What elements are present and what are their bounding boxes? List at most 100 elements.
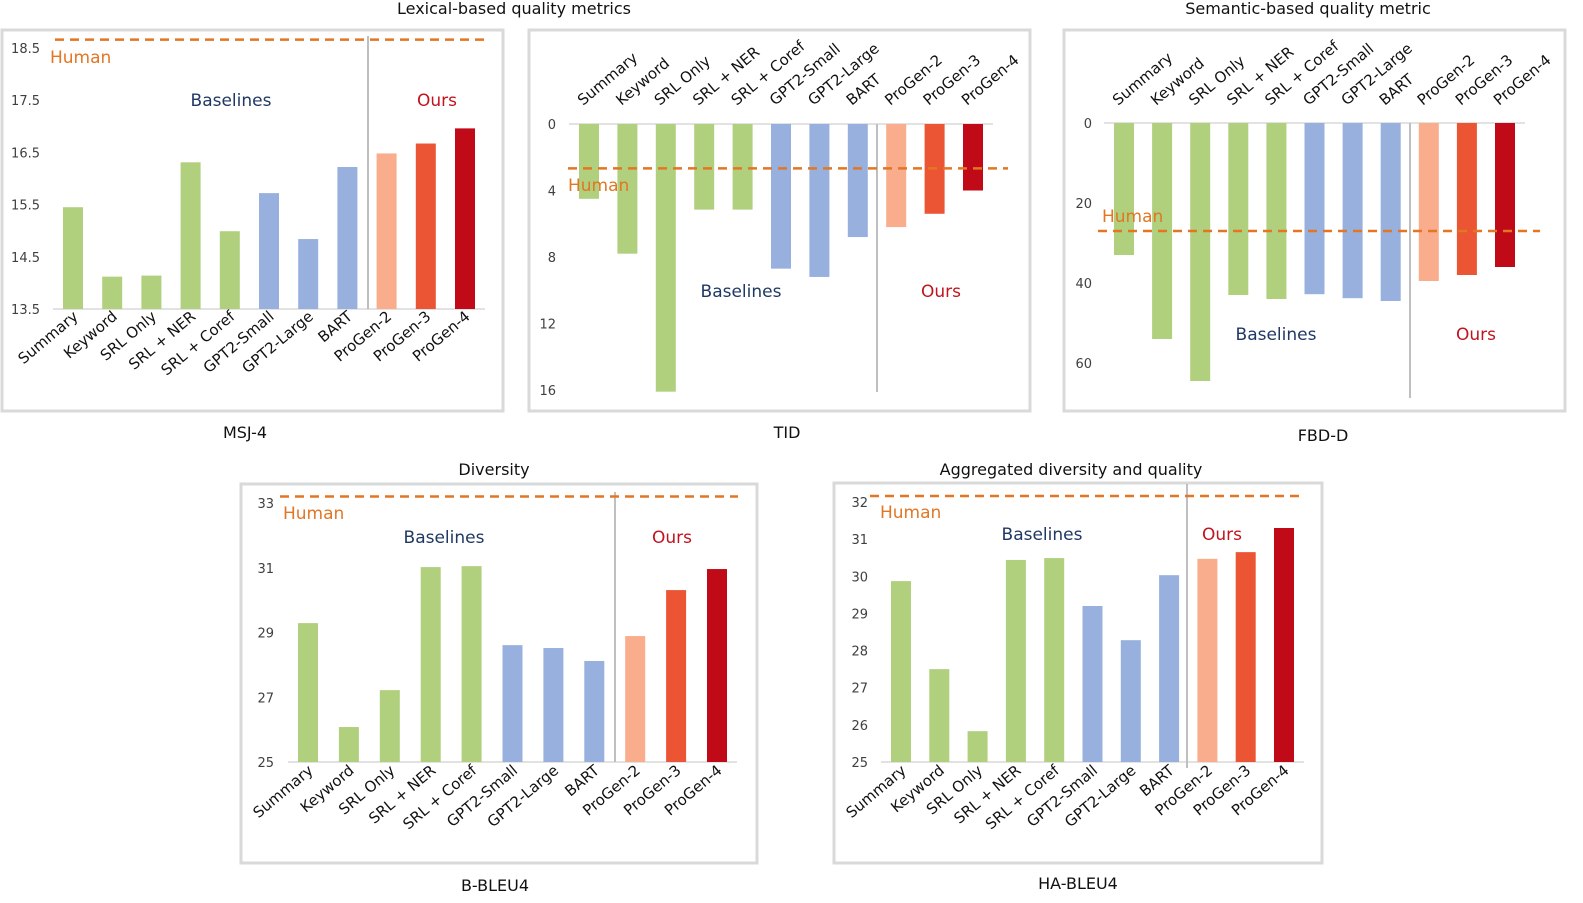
bar-summary [579,124,599,199]
baselines-label: Baselines [1236,325,1317,345]
human-label: Human [1102,207,1163,227]
y-tick-label: 15.5 [11,199,40,214]
y-tick-label: 29 [257,627,274,642]
bar-srl-coref [1044,558,1065,762]
bar-progen-2 [1418,123,1439,281]
bar-gpt2-large [1342,123,1363,299]
bar-progen-4 [963,124,983,191]
bar-bart [1380,123,1401,301]
bar-gpt2-large [298,239,319,309]
chart-frame [832,481,1324,865]
x-axis-label: B-BLEU4 [461,876,529,895]
bar-srl-coref [219,231,240,309]
chart-frame [1062,28,1567,413]
y-tick-label: 27 [257,691,274,706]
heading-semantic: Semantic-based quality metric [1185,0,1431,18]
y-tick-label: 29 [851,607,868,622]
bar-gpt2-small [1082,606,1103,762]
bar-bart [337,167,358,309]
ours-label: Ours [652,528,692,548]
bar-progen-3 [1235,552,1256,762]
y-tick-label: 26 [851,719,868,734]
x-axis-label: FBD-D [1298,426,1349,445]
chart-frame [0,28,505,413]
y-tick-label: 25 [257,756,274,771]
ours-label: Ours [417,91,457,111]
y-tick-label: 32 [851,496,868,511]
bar-keyword [338,727,359,762]
baselines-label: Baselines [1002,525,1083,545]
ours-label: Ours [921,282,961,302]
bar-keyword [929,669,950,762]
human-label: Human [50,48,111,68]
bar-srl-only [379,690,400,762]
bar-gpt2-small [1304,123,1325,295]
y-tick-label: 40 [1075,277,1092,292]
human-label: Human [880,503,941,523]
y-tick-label: 17.5 [11,94,40,109]
bar-gpt2-large [1120,640,1141,762]
bar-gpt2-small [502,645,523,762]
bar-summary [891,581,911,762]
y-tick-label: 31 [851,533,868,548]
chart-frame [527,28,1032,413]
y-tick-label: 16 [539,384,556,399]
bar-srl-only [967,731,988,762]
bar-srl-only [1190,123,1211,381]
ours-label: Ours [1456,325,1496,345]
bar-progen-2 [886,124,907,228]
bar-progen-3 [666,590,687,762]
y-tick-label: 25 [851,756,868,771]
bar-summary [63,207,83,309]
bar-srl-ner [180,162,201,309]
bar-summary [298,623,318,762]
bar-srl-coref [461,566,482,762]
bar-progen-3 [415,143,436,309]
y-tick-label: 31 [257,562,274,577]
heading-diversity: Diversity [458,460,529,479]
human-label: Human [568,176,629,196]
x-axis-label: MSJ-4 [223,423,267,442]
bar-summary [1114,123,1134,255]
bar-gpt2-large [809,124,830,277]
chart-frame [239,482,759,865]
baselines-label: Baselines [191,91,272,111]
y-tick-label: 33 [257,497,274,512]
bar-gpt2-small [771,124,791,269]
heading-lexical: Lexical-based quality metrics [397,0,631,18]
bar-srl-ner [1005,559,1026,762]
y-tick-label: 0 [1084,117,1092,132]
bar-progen-3 [1456,123,1477,275]
y-tick-label: 4 [548,185,556,200]
bar-srl-ner [1228,123,1249,295]
y-tick-label: 27 [851,682,868,697]
bar-srl-only [141,275,162,309]
bar-gpt2-small [259,193,279,309]
bar-gpt2-large [543,648,564,762]
bar-bart [1159,575,1180,762]
bar-srl-ner [420,567,441,762]
bar-bart [584,660,605,762]
y-tick-label: 30 [851,570,868,585]
bar-srl-ner [694,124,715,210]
bar-progen-4 [1495,123,1515,267]
bar-progen-2 [1197,558,1218,762]
bar-progen-4 [707,569,727,762]
bar-progen-2 [625,636,646,762]
chart-msj-4: 13.514.515.516.517.518.5SummaryKeywordSR… [0,28,505,442]
ours-label: Ours [1202,525,1242,545]
bar-progen-2 [376,153,397,309]
bar-progen-4 [1274,528,1294,762]
y-tick-label: 0 [548,118,556,133]
y-tick-label: 28 [851,645,868,660]
baselines-label: Baselines [404,528,485,548]
y-tick-label: 16.5 [11,146,40,161]
bar-keyword [617,124,638,254]
baselines-label: Baselines [701,282,782,302]
bar-srl-only [655,124,676,392]
